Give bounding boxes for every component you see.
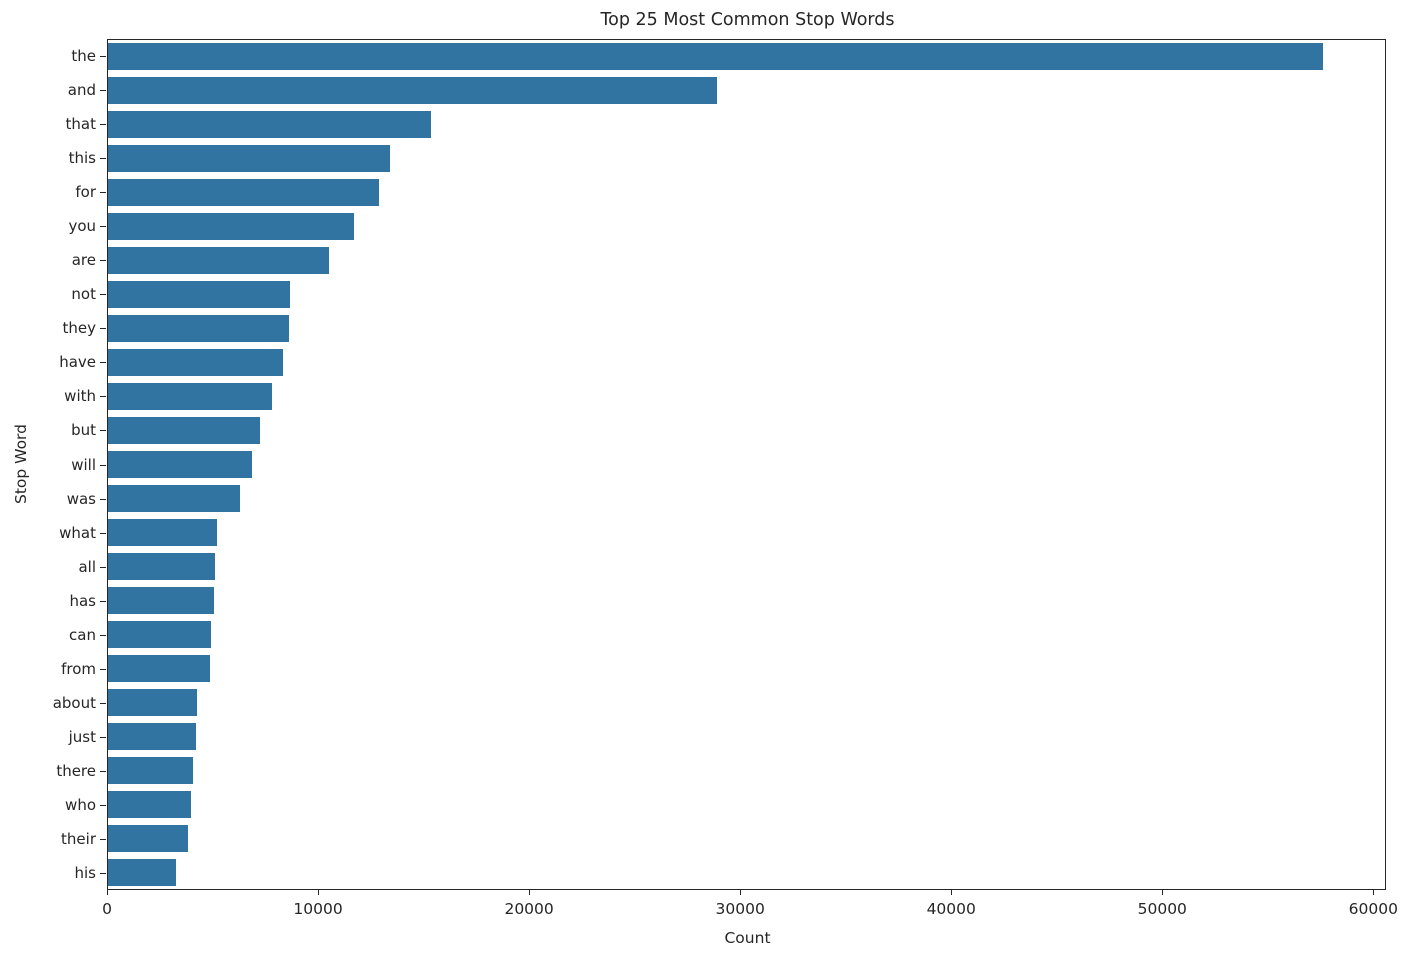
y-tick-mark <box>100 226 106 227</box>
y-tick-label-the: the <box>71 47 96 66</box>
bar-are <box>107 246 329 274</box>
x-tick-mark <box>529 890 530 895</box>
y-tick-mark <box>100 533 106 534</box>
chart-title: Top 25 Most Common Stop Words <box>600 10 895 30</box>
bar-all <box>107 553 215 581</box>
bar-that <box>107 110 431 138</box>
y-tick-label-they: they <box>62 319 97 338</box>
x-tick-label-0: 0 <box>102 900 112 918</box>
y-tick-label-who: who <box>65 795 96 814</box>
y-tick-mark <box>100 499 106 500</box>
bar-you <box>107 212 354 240</box>
y-tick-mark <box>100 669 106 670</box>
y-tick-mark <box>100 601 106 602</box>
y-tick-label-with: with <box>64 387 96 406</box>
y-tick-mark <box>100 839 106 840</box>
y-tick-label-but: but <box>71 421 96 440</box>
x-tick-label-10000: 10000 <box>293 900 343 918</box>
y-tick-label-not: not <box>71 285 96 304</box>
bar-with <box>107 382 272 410</box>
y-tick-mark <box>100 90 106 91</box>
y-tick-mark <box>100 362 106 363</box>
y-tick-mark <box>100 124 106 125</box>
y-tick-mark <box>100 703 106 704</box>
bar-was <box>107 485 240 513</box>
y-tick-label-there: there <box>56 761 96 780</box>
bar-his <box>107 859 177 887</box>
bar-they <box>107 314 289 342</box>
y-tick-mark <box>100 260 106 261</box>
bar-and <box>107 76 717 104</box>
x-tick-mark <box>1162 890 1163 895</box>
x-tick-label-30000: 30000 <box>715 900 765 918</box>
y-tick-mark <box>100 635 106 636</box>
bar-what <box>107 519 217 547</box>
y-tick-mark <box>100 465 106 466</box>
y-tick-label-that: that <box>65 115 96 134</box>
x-tick-mark <box>1373 890 1374 895</box>
y-tick-label-just: just <box>68 727 96 746</box>
y-tick-mark <box>100 805 106 806</box>
bar-will <box>107 451 252 478</box>
x-tick-label-60000: 60000 <box>1348 900 1398 918</box>
bar-not <box>107 280 290 308</box>
y-tick-label-from: from <box>61 659 96 678</box>
y-tick-label-their: their <box>61 829 96 848</box>
y-tick-label-for: for <box>75 183 96 202</box>
bar-from <box>107 655 211 683</box>
y-tick-label-are: are <box>71 251 96 270</box>
bar-but <box>107 416 261 444</box>
y-tick-label-can: can <box>69 625 96 644</box>
y-tick-label-has: has <box>69 591 96 610</box>
bar-this <box>107 144 390 172</box>
bar-can <box>107 621 212 649</box>
x-tick-label-50000: 50000 <box>1137 900 1187 918</box>
bar-their <box>107 825 189 853</box>
x-tick-mark <box>107 890 108 895</box>
y-tick-mark <box>100 430 106 431</box>
x-tick-mark <box>740 890 741 895</box>
bar-for <box>107 178 380 206</box>
y-tick-mark <box>100 396 106 397</box>
y-tick-label-about: about <box>52 693 96 712</box>
bar-there <box>107 757 194 785</box>
y-tick-label-was: was <box>66 489 96 508</box>
y-tick-label-have: have <box>59 353 96 372</box>
bar-have <box>107 348 284 376</box>
y-tick-mark <box>100 192 106 193</box>
y-tick-label-all: all <box>78 557 96 576</box>
bar-just <box>107 723 196 751</box>
y-tick-label-what: what <box>59 523 96 542</box>
y-tick-label-will: will <box>71 455 96 474</box>
y-tick-label-his: his <box>74 863 97 882</box>
y-tick-label-this: this <box>68 149 96 168</box>
bar-who <box>107 791 192 819</box>
bar-has <box>107 587 214 615</box>
bar-about <box>107 689 198 717</box>
x-axis-title: Count <box>724 929 771 947</box>
y-tick-mark <box>100 737 106 738</box>
x-tick-mark <box>318 890 319 895</box>
y-tick-mark <box>100 873 106 874</box>
x-tick-label-40000: 40000 <box>926 900 976 918</box>
y-tick-label-you: you <box>68 217 96 236</box>
y-tick-mark <box>100 328 106 329</box>
y-tick-mark <box>100 158 106 159</box>
y-tick-mark <box>100 56 106 57</box>
y-tick-label-and: and <box>67 81 96 100</box>
y-tick-mark <box>100 294 106 295</box>
x-tick-mark <box>951 890 952 895</box>
y-tick-mark <box>100 771 106 772</box>
bar-the <box>107 42 1323 70</box>
x-tick-label-20000: 20000 <box>504 900 554 918</box>
plot-area <box>107 39 1386 890</box>
y-tick-mark <box>100 567 106 568</box>
